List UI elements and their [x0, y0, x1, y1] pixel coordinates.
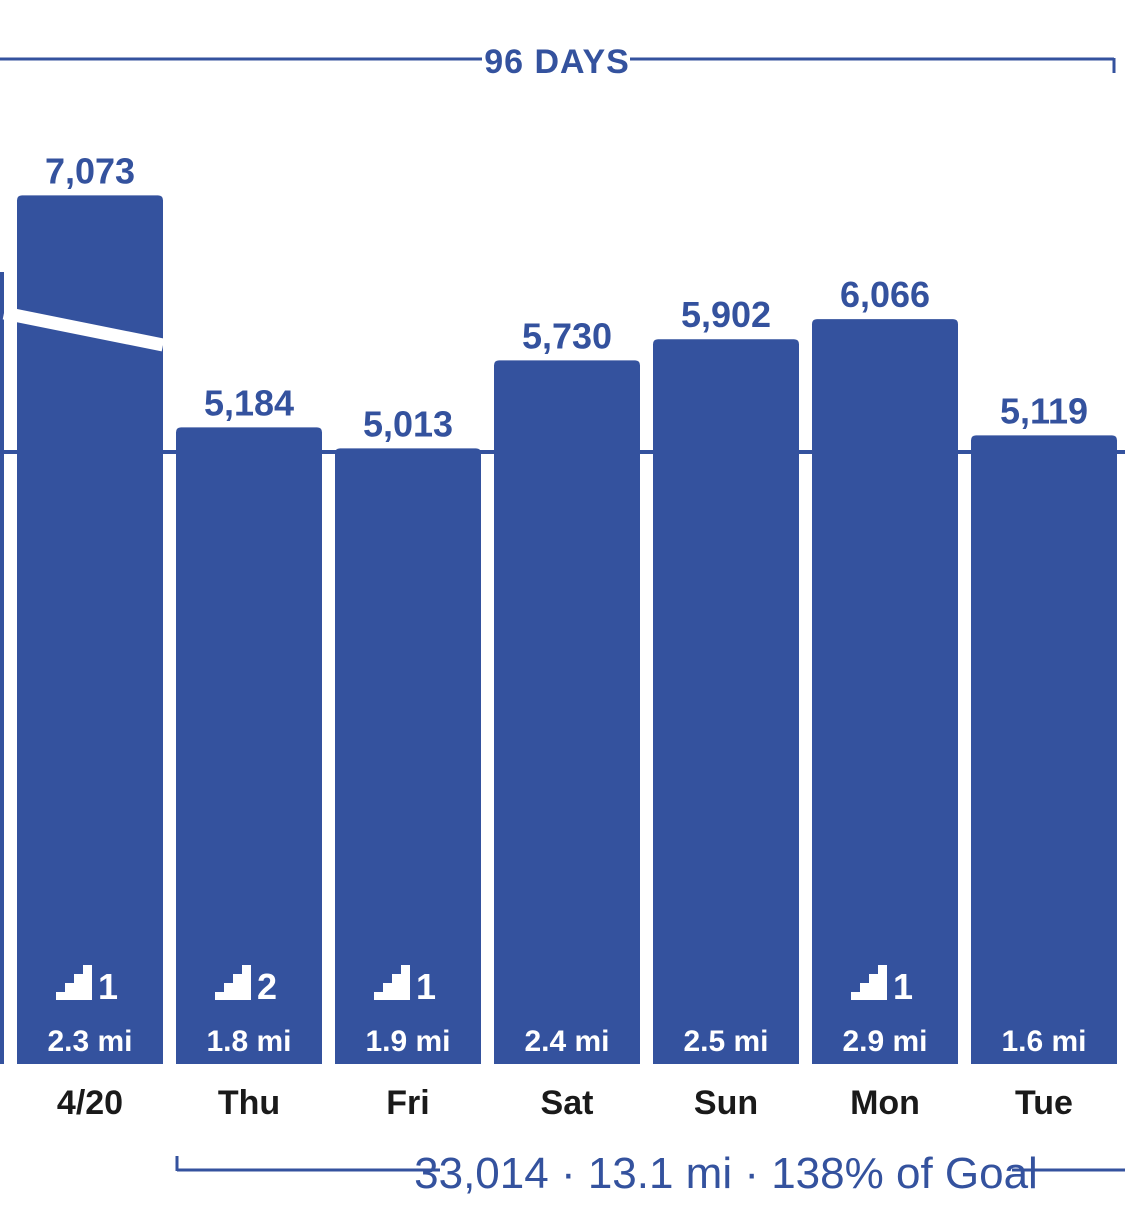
- streak-label: 96 DAYS: [484, 43, 630, 81]
- bar-distance-label: 2.9 mi: [842, 1025, 927, 1058]
- bar-distance-label: 1.9 mi: [365, 1025, 450, 1058]
- bar-value-label: 5,730: [522, 315, 612, 356]
- stairs-icon: [851, 965, 887, 1000]
- bar-distance-label: 2.3 mi: [47, 1025, 132, 1058]
- bar-value-label: 5,013: [363, 403, 453, 444]
- bar: [653, 339, 799, 1065]
- bar: [812, 319, 958, 1064]
- bar-group: 5,730 2.4 mi Sat: [494, 315, 640, 1122]
- floors-count: 1: [416, 966, 436, 1007]
- x-tick-label: Sat: [541, 1084, 594, 1122]
- x-tick-label: 4/20: [57, 1084, 123, 1122]
- bar-distance-label: 1.8 mi: [206, 1025, 291, 1058]
- stairs-icon: [374, 965, 410, 1000]
- bar-series: 7,073 2.3 mi 1 4/20 5,184 1.8 mi 2 Thu 5,013 1.9 …: [17, 150, 1117, 1122]
- floors-count: 1: [893, 966, 913, 1007]
- floors-count: 1: [98, 966, 118, 1007]
- bar-distance-label: 1.6 mi: [1001, 1025, 1086, 1058]
- floors-count: 2: [257, 966, 277, 1007]
- summary-bracket: 33,014 · 13.1 mi · 138% of Goal: [175, 1149, 1125, 1198]
- streak-bracket: 96 DAYS: [0, 43, 1116, 81]
- bar: [335, 448, 481, 1065]
- summary-label: 33,014 · 13.1 mi · 138% of Goal: [414, 1149, 1038, 1198]
- previous-average-line: [2, 306, 165, 352]
- bar-group: 5,013 1.9 mi 1 Fri: [335, 403, 481, 1122]
- bar: [971, 435, 1117, 1064]
- bar-value-label: 5,184: [204, 382, 294, 423]
- bar: [494, 360, 640, 1065]
- bar-group: 5,902 2.5 mi Sun: [653, 294, 799, 1122]
- stairs-icon: [215, 965, 251, 1000]
- bar-group: 6,066 2.9 mi 1 Mon: [812, 274, 958, 1122]
- x-tick-label: Tue: [1015, 1084, 1073, 1122]
- previous-day-bar: [0, 272, 4, 1064]
- bar-group: 7,073 2.3 mi 1 4/20: [17, 150, 163, 1122]
- bar-value-label: 5,119: [1000, 390, 1088, 431]
- bar: [17, 195, 163, 1064]
- x-tick-label: Mon: [850, 1084, 920, 1122]
- bar-value-label: 7,073: [45, 150, 135, 191]
- x-tick-label: Thu: [218, 1084, 280, 1122]
- bar-group: 5,119 1.6 mi Tue: [971, 390, 1117, 1122]
- stairs-icon: [56, 965, 92, 1000]
- x-tick-label: Fri: [386, 1084, 429, 1122]
- bar: [176, 427, 322, 1064]
- bar-value-label: 6,066: [840, 274, 930, 315]
- x-tick-label: Sun: [694, 1084, 758, 1122]
- bar-value-label: 5,902: [681, 294, 771, 335]
- bar-group: 5,184 1.8 mi 2 Thu: [176, 382, 322, 1122]
- bar-distance-label: 2.5 mi: [683, 1025, 768, 1058]
- bar-distance-label: 2.4 mi: [524, 1025, 609, 1058]
